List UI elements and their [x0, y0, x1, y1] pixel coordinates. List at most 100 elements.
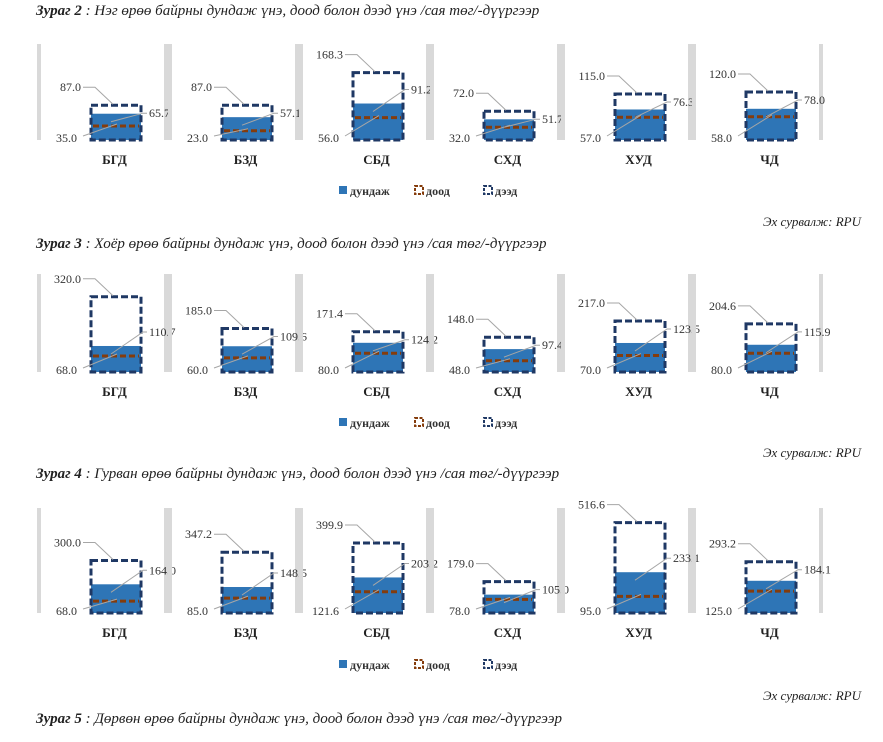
bar-high-outline	[89, 559, 143, 615]
slot-separator	[299, 508, 303, 613]
data-label-low: 57.0	[580, 131, 601, 145]
leader-line-low	[737, 350, 773, 369]
leader-line-avg	[503, 589, 540, 604]
leader-line-low	[213, 128, 249, 137]
data-label-avg: 51.7	[542, 112, 563, 126]
category-label: БЗД	[234, 384, 258, 399]
legend-swatch-high	[483, 417, 493, 427]
category-label: БГД	[102, 384, 127, 399]
bar-avg	[91, 345, 141, 372]
data-label-avg: 184.1	[804, 563, 831, 577]
data-label-low: 95.0	[580, 604, 601, 618]
bar-high-outline	[482, 335, 536, 374]
slot-separator	[561, 508, 565, 613]
data-label-low: 68.0	[56, 363, 77, 377]
legend-label: доод	[426, 184, 450, 198]
bar-high-outline	[220, 327, 274, 374]
data-label-low: 80.0	[711, 363, 732, 377]
slot-separator	[168, 274, 172, 372]
bar-high-outline	[351, 541, 405, 615]
leader-line-high	[607, 504, 638, 522]
data-label-avg: 91.2	[411, 83, 432, 97]
leader-line-avg	[634, 101, 671, 118]
leader-line-high	[476, 563, 507, 582]
leader-line-high	[83, 278, 114, 297]
leader-line-low	[606, 353, 642, 369]
data-label-high: 217.0	[578, 296, 605, 310]
leader-line-avg	[634, 557, 671, 581]
category-label: СБД	[363, 625, 389, 640]
chart-panel: 68.0300.0164.0БГД85.0347.2148.5БЗД121.63…	[37, 498, 831, 672]
data-label-avg: 76.3	[673, 95, 694, 109]
legend-label: дундаж	[350, 184, 390, 198]
leader-line-avg	[241, 112, 278, 126]
legend-label: дээд	[495, 658, 517, 672]
leader-line-avg	[765, 99, 802, 118]
bar-avg	[484, 119, 534, 140]
slot-separator	[557, 274, 561, 372]
bar-avg	[222, 587, 272, 613]
slot-separator	[430, 44, 434, 140]
data-label-low: 68.0	[56, 604, 77, 618]
category-label: СБД	[363, 384, 389, 399]
figure-caption: : Нэг өрөө байрны дундаж үнэ, доод болон…	[81, 3, 540, 19]
data-label-high: 516.6	[578, 498, 605, 512]
slot-separator	[37, 508, 41, 613]
leader-line-low	[475, 358, 511, 369]
data-label-low: 125.0	[705, 604, 732, 618]
slot-separator	[819, 274, 823, 372]
leader-line-avg	[110, 331, 147, 355]
legend-label: дээд	[495, 184, 517, 198]
leader-line-avg	[241, 336, 278, 355]
bar-avg	[615, 109, 665, 140]
leader-line-low	[82, 123, 118, 137]
figure-caption: : Гурван өрөө байрны дундаж үнэ, доод бо…	[81, 466, 560, 482]
leader-line-avg	[765, 569, 802, 590]
slot-separator	[164, 508, 168, 613]
figure-number: Зураг 4	[36, 466, 82, 482]
source-note: Эх сурвалж: RPU	[763, 688, 861, 703]
slot-separator	[819, 44, 823, 140]
leader-line-high	[738, 543, 769, 562]
legend-swatch-low	[414, 417, 424, 427]
figure-title: Зураг 2 : Нэг өрөө байрны дундаж үнэ, до…	[36, 3, 539, 20]
data-label-low: 60.0	[187, 363, 208, 377]
category-label: ЧД	[760, 152, 779, 167]
bar-high-outline	[351, 71, 405, 142]
figure-title: Зураг 4 : Гурван өрөө байрны дундаж үнэ,…	[36, 466, 559, 483]
leader-line-high	[345, 313, 376, 332]
leader-line-avg	[241, 572, 278, 596]
slot-separator	[299, 274, 303, 372]
data-label-low: 56.0	[318, 131, 339, 145]
legend-swatch-avg	[339, 660, 347, 668]
leader-line-high	[83, 542, 114, 560]
bar-high-outline	[220, 103, 274, 142]
data-label-low: 58.0	[711, 131, 732, 145]
leader-line-high	[83, 86, 114, 105]
leader-line-low	[213, 595, 249, 610]
legend-swatch-avg	[339, 186, 347, 194]
slot-separator	[430, 508, 434, 613]
leader-line-high	[607, 75, 638, 94]
bar-high-outline	[351, 330, 405, 374]
figure-number: Зураг 3	[36, 236, 82, 252]
bar-avg	[353, 577, 403, 613]
leader-line-avg	[503, 344, 540, 358]
bar-avg	[746, 108, 796, 140]
data-label-high: 185.0	[185, 304, 212, 318]
bar-high-outline	[89, 295, 143, 374]
figure-caption: : Хоёр өрөө байрны дундаж үнэ, доод боло…	[81, 236, 547, 252]
legend-label: доод	[426, 416, 450, 430]
slot-separator	[430, 274, 434, 372]
slot-separator	[37, 44, 41, 140]
data-label-high: 320.0	[54, 272, 81, 286]
data-label-high: 293.2	[709, 537, 736, 551]
bar-avg	[615, 572, 665, 613]
legend-swatch-low	[414, 659, 424, 669]
slot-separator	[164, 44, 168, 140]
leader-line-high	[607, 302, 638, 321]
leader-line-high	[345, 524, 376, 543]
leader-line-low	[344, 115, 380, 137]
leader-line-high	[476, 318, 507, 337]
data-label-low: 32.0	[449, 131, 470, 145]
